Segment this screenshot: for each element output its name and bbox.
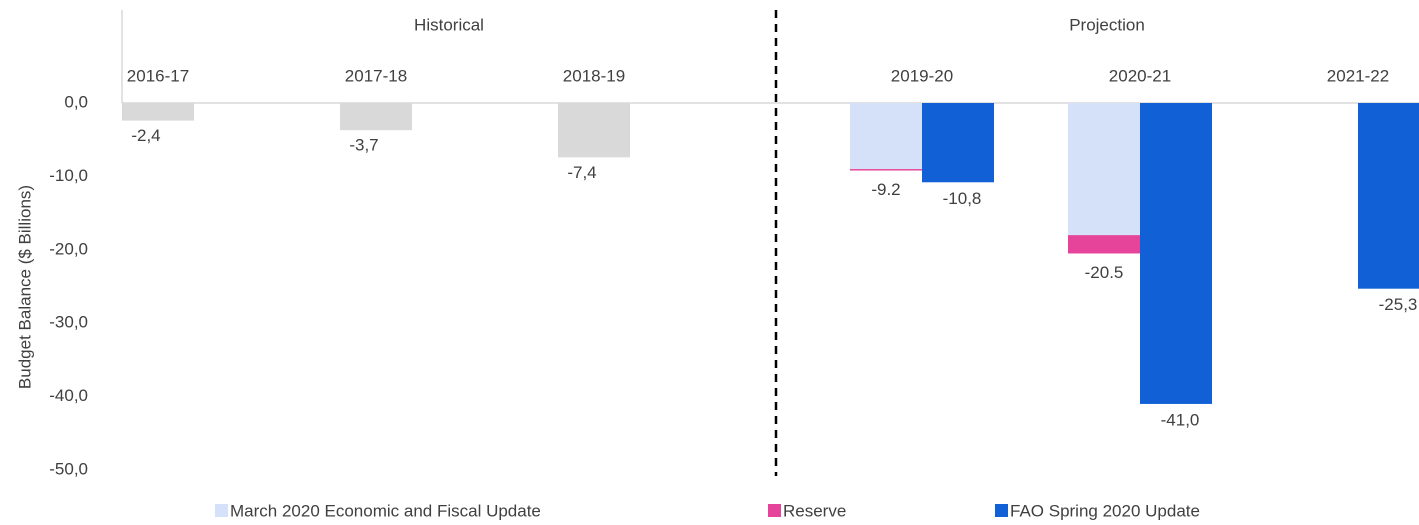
value-label: -10,8: [943, 189, 982, 208]
y-tick-label: 0,0: [64, 92, 88, 111]
y-tick-label: -40,0: [49, 386, 88, 405]
total-label: -9.2: [871, 180, 900, 199]
value-label: -7,4: [567, 163, 596, 182]
bar: [1068, 103, 1140, 236]
x-tick-label: 2017-18: [345, 66, 407, 85]
section-label: Projection: [1069, 15, 1145, 34]
legend-swatch: [995, 504, 1008, 517]
value-label: -25,3: [1379, 295, 1418, 314]
legend-swatch: [768, 504, 781, 517]
bar: [850, 103, 922, 170]
x-tick-label: 2018-19: [563, 66, 625, 85]
bar: [1068, 235, 1140, 254]
value-label: -41,0: [1161, 410, 1200, 429]
y-tick-label: -50,0: [49, 459, 88, 478]
x-tick-label: 2019-20: [891, 66, 953, 85]
bar: [558, 103, 630, 158]
legend-label: Reserve: [783, 501, 846, 520]
bar: [1140, 103, 1212, 404]
value-label: -2,4: [131, 126, 160, 145]
bar: [850, 169, 922, 171]
legend-label: FAO Spring 2020 Update: [1010, 501, 1200, 520]
total-label: -20.5: [1085, 263, 1124, 282]
bar: [922, 103, 994, 183]
section-label: Historical: [414, 15, 484, 34]
y-tick-label: -10,0: [49, 166, 88, 185]
x-tick-label: 2020-21: [1109, 66, 1171, 85]
legend-swatch: [215, 504, 228, 517]
bar: [122, 103, 194, 121]
bar: [340, 103, 412, 131]
value-label: -3,7: [349, 136, 378, 155]
legend-label: March 2020 Economic and Fiscal Update: [230, 501, 541, 520]
x-tick-label: 2021-22: [1327, 66, 1389, 85]
y-tick-label: -20,0: [49, 239, 88, 258]
y-tick-label: -30,0: [49, 313, 88, 332]
y-axis-label: Budget Balance ($ Billions): [15, 185, 34, 389]
x-tick-label: 2016-17: [127, 66, 189, 85]
bar: [1358, 103, 1419, 289]
